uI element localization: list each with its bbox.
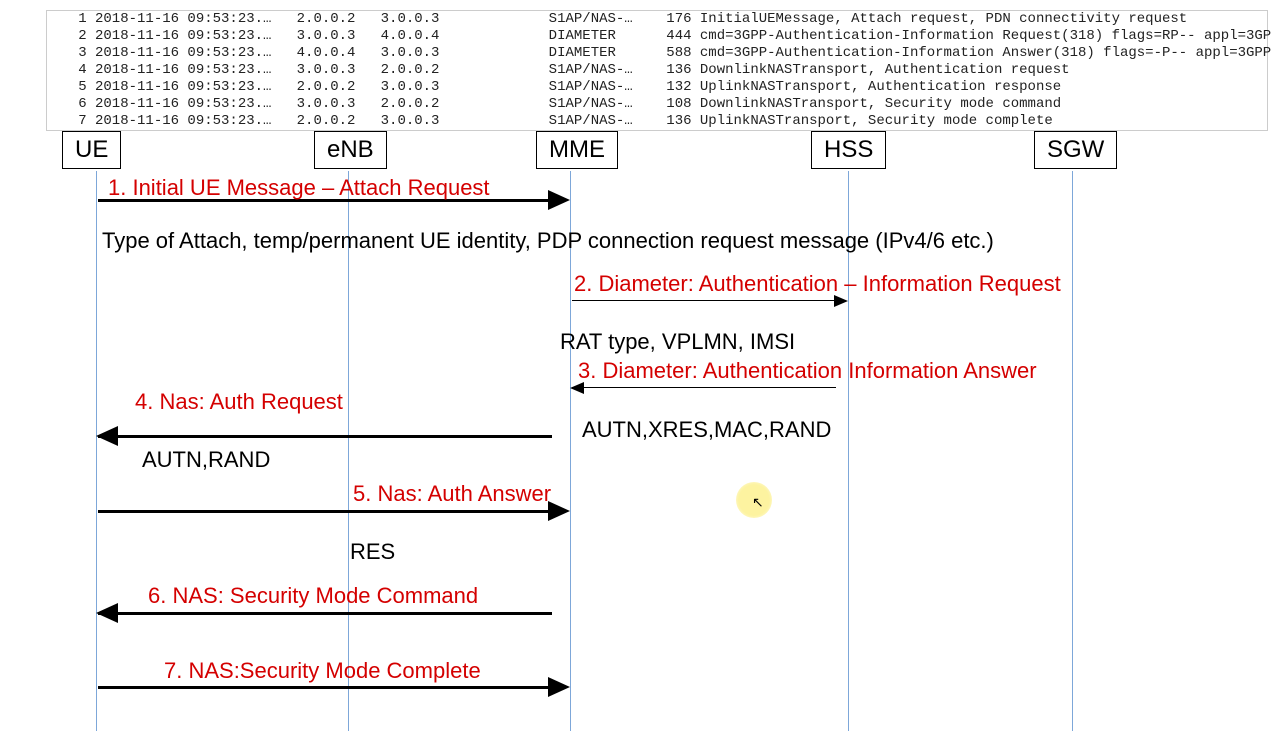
- message-label-7: 7. NAS:Security Mode Complete: [164, 658, 481, 684]
- lifeline-sgw: [1072, 171, 1073, 731]
- packet-row[interactable]: 5 2018-11-16 09:53:23.… 2.0.0.2 3.0.0.3 …: [47, 79, 1267, 96]
- message-arrowhead-1: [548, 190, 570, 210]
- message-label-5: 5. Nas: Auth Answer: [353, 481, 551, 507]
- packet-row[interactable]: 1 2018-11-16 09:53:23.… 2.0.0.2 3.0.0.3 …: [47, 11, 1267, 28]
- message-arrow-3: [572, 387, 836, 388]
- packet-row[interactable]: 2 2018-11-16 09:53:23.… 3.0.0.3 4.0.0.4 …: [47, 28, 1267, 45]
- message-arrowhead-7: [548, 677, 570, 697]
- packet-row[interactable]: 3 2018-11-16 09:53:23.… 4.0.0.4 3.0.0.3 …: [47, 45, 1267, 62]
- message-label-3: 3. Diameter: Authentication Information …: [578, 358, 1037, 384]
- packet-capture-table: 1 2018-11-16 09:53:23.… 2.0.0.2 3.0.0.3 …: [46, 10, 1268, 131]
- packet-row[interactable]: 4 2018-11-16 09:53:23.… 3.0.0.3 2.0.0.2 …: [47, 62, 1267, 79]
- node-enb: eNB: [314, 131, 387, 169]
- message-arrow-4: [98, 435, 552, 438]
- message-arrowhead-4: [96, 426, 118, 446]
- message-sublabel-1: Type of Attach, temp/permanent UE identi…: [102, 228, 994, 254]
- message-sublabel-3: AUTN,XRES,MAC,RAND: [582, 417, 831, 443]
- message-label-6: 6. NAS: Security Mode Command: [148, 583, 478, 609]
- message-arrowhead-6: [96, 603, 118, 623]
- message-arrow-6: [98, 612, 552, 615]
- message-arrow-2: [572, 300, 836, 301]
- node-ue: UE: [62, 131, 121, 169]
- message-arrow-7: [98, 686, 552, 689]
- message-sublabel-5: RES: [350, 539, 395, 565]
- message-label-4: 4. Nas: Auth Request: [135, 389, 343, 415]
- message-sublabel-4: AUTN,RAND: [142, 447, 270, 473]
- message-sublabel-2: RAT type, VPLMN, IMSI: [560, 329, 795, 355]
- node-sgw: SGW: [1034, 131, 1117, 169]
- lifeline-enb: [348, 171, 349, 731]
- node-mme: MME: [536, 131, 618, 169]
- packet-row[interactable]: 6 2018-11-16 09:53:23.… 3.0.0.3 2.0.0.2 …: [47, 96, 1267, 113]
- cursor-icon: ↖: [752, 494, 764, 511]
- sequence-diagram: UE eNB MME HSS SGW 1. Initial UE Message – At…: [0, 131, 1280, 720]
- message-label-1: 1. Initial UE Message – Attach Request: [108, 175, 490, 201]
- message-label-2: 2. Diameter: Authentication – Informatio…: [574, 271, 1061, 297]
- node-hss: HSS: [811, 131, 886, 169]
- message-arrow-5: [98, 510, 552, 513]
- message-arrowhead-5: [548, 501, 570, 521]
- lifeline-mme: [570, 171, 571, 731]
- packet-row[interactable]: 7 2018-11-16 09:53:23.… 2.0.0.2 3.0.0.3 …: [47, 113, 1267, 130]
- lifeline-hss: [848, 171, 849, 731]
- lifeline-ue: [96, 171, 97, 731]
